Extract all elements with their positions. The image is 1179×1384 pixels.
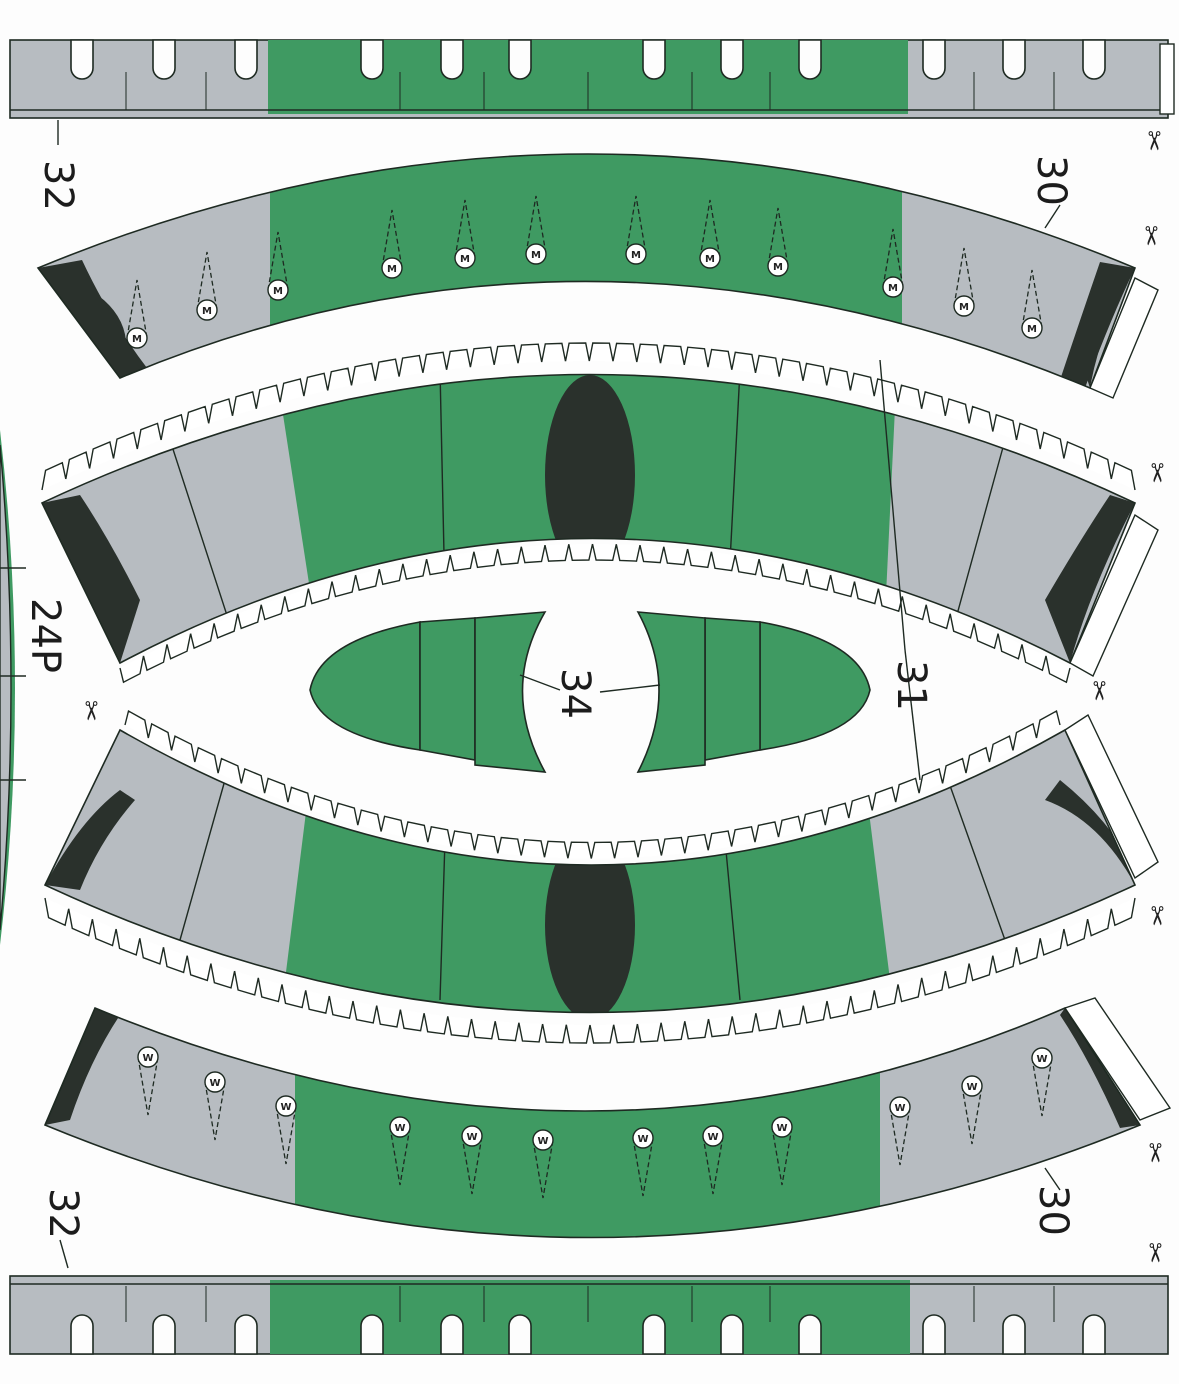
scissors-icon: ✂: [1139, 1142, 1169, 1164]
window-mark-letter: M: [959, 302, 969, 313]
scissors-icon: ✂: [1138, 130, 1168, 152]
strip-notch: [70, 39, 94, 80]
strip-notch: [70, 1314, 94, 1355]
strip-notch: [922, 39, 946, 80]
label-30-top: 30: [1028, 155, 1074, 206]
window-mark: M: [454, 199, 476, 269]
window-mark-letter: M: [631, 250, 641, 261]
strip-32-top: [9, 39, 1175, 119]
strip-notch: [642, 39, 666, 80]
leader-lines: [57, 120, 1061, 1269]
window-mark: M: [126, 279, 148, 349]
window-mark: M: [625, 195, 647, 265]
strip-notch: [1082, 1314, 1106, 1355]
side-part-24p: [0, 430, 26, 945]
window-mark-letter: W: [394, 1123, 405, 1134]
center-parts-34-right: [636, 611, 871, 773]
window-mark-letter: W: [966, 1082, 977, 1093]
scissors-icon: ✂: [75, 700, 105, 722]
window-mark: M: [953, 247, 975, 317]
scissors-icon: ✂: [1135, 225, 1165, 247]
window-mark-letter: M: [705, 254, 715, 265]
window-mark-letter: W: [280, 1102, 291, 1113]
strip-notch: [440, 39, 464, 80]
window-mark: W: [771, 1116, 793, 1186]
strip-notch: [720, 39, 744, 80]
strip-notch: [798, 1314, 822, 1355]
window-mark: W: [461, 1125, 483, 1195]
strip-notch: [642, 1314, 666, 1355]
strip-notch: [360, 39, 384, 80]
scissors-icon: ✂: [1141, 462, 1171, 484]
window-mark-letter: W: [637, 1134, 648, 1145]
label-31: 31: [888, 660, 934, 711]
window-mark: M: [525, 195, 547, 265]
window-mark: M: [699, 199, 721, 269]
label-32-top: 32: [35, 160, 81, 211]
window-mark: M: [381, 209, 403, 279]
scissors-icon: ✂: [1139, 1242, 1169, 1264]
window-mark-letter: W: [537, 1136, 548, 1147]
strip-notch: [1002, 39, 1026, 80]
window-mark-letter: W: [707, 1132, 718, 1143]
strip-notch: [720, 1314, 744, 1355]
window-mark-letter: M: [132, 334, 142, 345]
strip-notch: [152, 39, 176, 80]
window-mark-letter: M: [202, 306, 212, 317]
window-mark-letter: W: [1036, 1054, 1047, 1065]
window-mark: M: [196, 251, 218, 321]
scissors-marks: ✂ ✂ ✂ ✂ ✂ ✂ ✂ ✂: [75, 130, 1171, 1264]
window-mark: M: [267, 231, 289, 301]
strip-notch: [234, 1314, 258, 1355]
window-mark: W: [961, 1075, 983, 1145]
strip-notch: [798, 39, 822, 80]
window-mark: W: [1031, 1047, 1053, 1117]
window-mark: M: [1021, 269, 1043, 339]
window-mark-letter: M: [1027, 324, 1037, 335]
window-mark-letter: W: [776, 1123, 787, 1134]
strip-notch: [508, 1314, 532, 1355]
window-mark-letter: W: [894, 1103, 905, 1114]
strip-notch: [508, 39, 532, 80]
strip-notch: [152, 1314, 176, 1355]
window-mark: M: [882, 228, 904, 298]
window-mark-letter: M: [387, 264, 397, 275]
window-mark: W: [204, 1071, 226, 1141]
window-mark-letter: M: [773, 262, 783, 273]
window-mark: M: [767, 207, 789, 277]
center-parts-34-left: [309, 611, 547, 773]
window-mark-letter: M: [460, 254, 470, 265]
label-34: 34: [552, 668, 598, 719]
window-mark: W: [702, 1125, 724, 1195]
window-mark: W: [389, 1116, 411, 1186]
window-mark-letter: M: [273, 286, 283, 297]
scissors-icon: ✂: [1141, 905, 1171, 927]
strip-notch: [1082, 39, 1106, 80]
strip-32-bottom: [9, 1275, 1169, 1355]
strip-notch: [440, 1314, 464, 1355]
window-mark: W: [275, 1095, 297, 1165]
strip-notch: [234, 39, 258, 80]
label-32-bottom: 32: [40, 1188, 86, 1239]
window-mark: W: [137, 1046, 159, 1116]
window-mark-letter: W: [142, 1053, 153, 1064]
strip-notch: [360, 1314, 384, 1355]
window-mark: W: [889, 1096, 911, 1166]
strip-notch: [922, 1314, 946, 1355]
window-mark-letter: M: [531, 250, 541, 261]
window-mark: W: [532, 1129, 554, 1199]
window-mark-letter: W: [466, 1132, 477, 1143]
label-30-bottom: 30: [1030, 1185, 1076, 1236]
window-mark-letter: M: [888, 283, 898, 294]
window-mark: W: [632, 1127, 654, 1197]
window-mark-letter: W: [209, 1078, 220, 1089]
strip-notch: [1002, 1314, 1026, 1355]
scissors-icon: ✂: [1083, 680, 1113, 702]
label-24p: 24P: [22, 598, 68, 673]
